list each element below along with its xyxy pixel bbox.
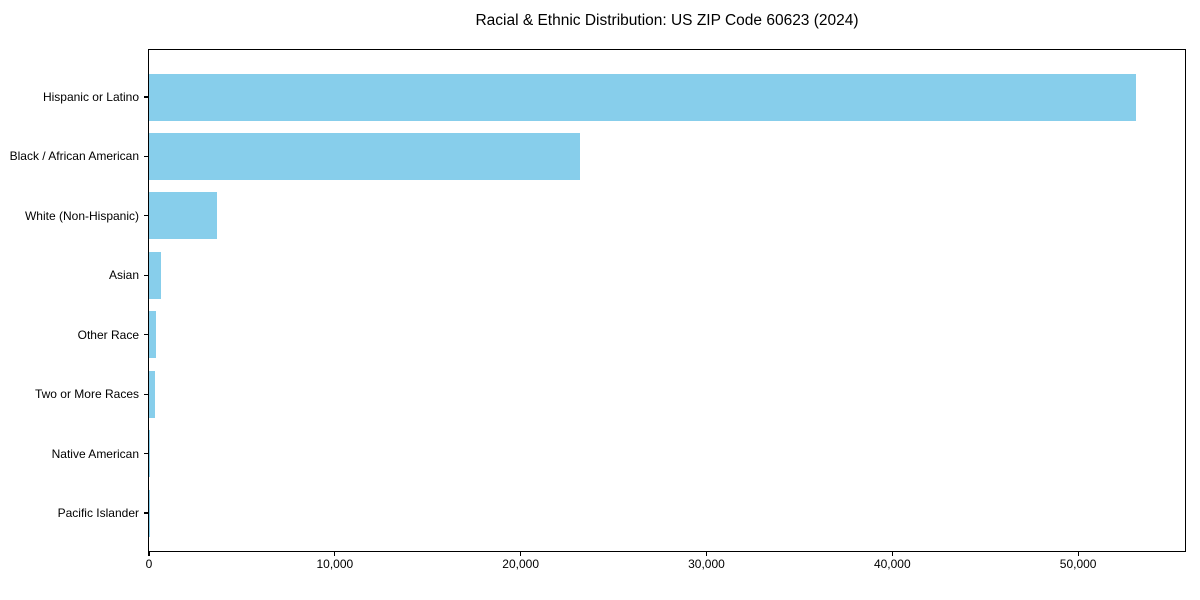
y-tick-label-black-african-american: Black / African American	[9, 149, 139, 164]
x-tick-mark	[705, 552, 708, 556]
y-tick-label-native-american: Native American	[51, 446, 139, 461]
x-tick-label-50000: 50,000	[1059, 557, 1097, 571]
bar-asian	[149, 251, 162, 299]
bar-hispanic-or-latino	[149, 73, 1136, 121]
bar-white-non-hispanic	[149, 192, 217, 240]
y-tick-mark	[144, 512, 148, 514]
y-tick-label-white-non-hispanic: White (Non-Hispanic)	[24, 208, 139, 223]
bar-native-american	[149, 430, 150, 478]
bar-two-or-more-races	[149, 370, 155, 418]
x-tick-label-40000: 40,000	[873, 557, 911, 571]
x-tick-mark	[148, 552, 150, 556]
x-tick-label-0: 0	[145, 557, 153, 571]
y-tick-mark	[144, 452, 148, 455]
y-tick-mark	[144, 96, 148, 98]
x-tick-label-10000: 10,000	[316, 557, 354, 571]
x-tick-label-30000: 30,000	[688, 557, 725, 571]
x-tick-mark	[891, 552, 893, 556]
plot-area	[148, 49, 1186, 552]
y-tick-mark	[144, 155, 148, 158]
x-tick-label-20000: 20,000	[502, 557, 539, 571]
x-tick-mark	[334, 552, 336, 556]
y-tick-mark	[144, 274, 148, 276]
y-tick-label-other-race: Other Race	[77, 327, 139, 342]
y-tick-label-pacific-islander: Pacific Islander	[57, 506, 139, 520]
y-tick-label-asian: Asian	[108, 268, 139, 283]
y-tick-mark	[144, 334, 148, 336]
bar-black-african-american	[149, 132, 581, 180]
y-tick-mark	[144, 215, 148, 217]
y-tick-label-hispanic-or-latino: Hispanic or Latino	[42, 90, 139, 104]
bar-other-race	[149, 311, 157, 359]
y-tick-label-two-or-more-races: Two or More Races	[34, 387, 139, 402]
y-tick-mark	[144, 393, 148, 395]
x-tick-mark	[520, 552, 522, 556]
chart-title: Racial & Ethnic Distribution: US ZIP Cod…	[475, 12, 859, 29]
x-tick-mark	[1077, 552, 1079, 556]
